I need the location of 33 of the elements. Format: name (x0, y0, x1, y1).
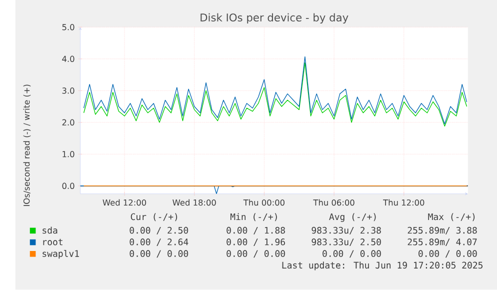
text: 983.33u/ 2.38 (312, 227, 381, 234)
y-tick-label: 0.0 (62, 182, 74, 190)
chart-title: Disk IOs per device - by day (200, 13, 348, 24)
legend-label: swaplv1 (42, 250, 79, 259)
text: 0.00 / 0.00 (130, 250, 188, 258)
x-tick-label: Thu 00:00 (243, 199, 284, 206)
text: Cur (-/+) (130, 213, 178, 222)
legend-label: sda (42, 226, 58, 234)
x-tick-label: Thu 06:00 (313, 199, 354, 206)
text: 0.00 / 0.00 (322, 250, 381, 258)
y-tick-label: 2.0 (62, 119, 74, 126)
text: 983.33u/ 2.50 (312, 238, 381, 246)
text: Avg (-/+) (329, 213, 376, 222)
legend-label: root (43, 238, 62, 246)
text: Min (-/+) (230, 213, 277, 222)
text: 255.89m/ 3.88 (408, 227, 477, 234)
x-tick-label: Thu 12:00 (383, 199, 424, 206)
y-tick-label: 5.0 (62, 24, 74, 30)
text: 0.00 / 0.00 (226, 250, 285, 258)
y-tick-label: 3.0 (62, 88, 74, 94)
y-axis-title: IOs/second read (-) / write (+) (23, 84, 31, 206)
text: Max (-/+) (428, 213, 475, 222)
text: 0.00 / 1.88 (226, 227, 285, 234)
x-tick-label: Wed 18:00 (172, 199, 216, 206)
text: 0.00 / 1.96 (226, 238, 285, 246)
text: 0.00 / 2.64 (130, 238, 188, 246)
text: 255.89m/ 4.07 (408, 238, 477, 246)
text: 0.00 / 0.00 (418, 250, 477, 258)
y-tick-label: 1.0 (62, 151, 74, 158)
y-tick-label: 4.0 (62, 56, 74, 62)
text: 0.00 / 2.50 (130, 227, 188, 234)
text: Last update: Thu Jun 19 17:20:05 2025 (282, 262, 483, 270)
x-tick-label: Wed 12:00 (102, 199, 146, 206)
